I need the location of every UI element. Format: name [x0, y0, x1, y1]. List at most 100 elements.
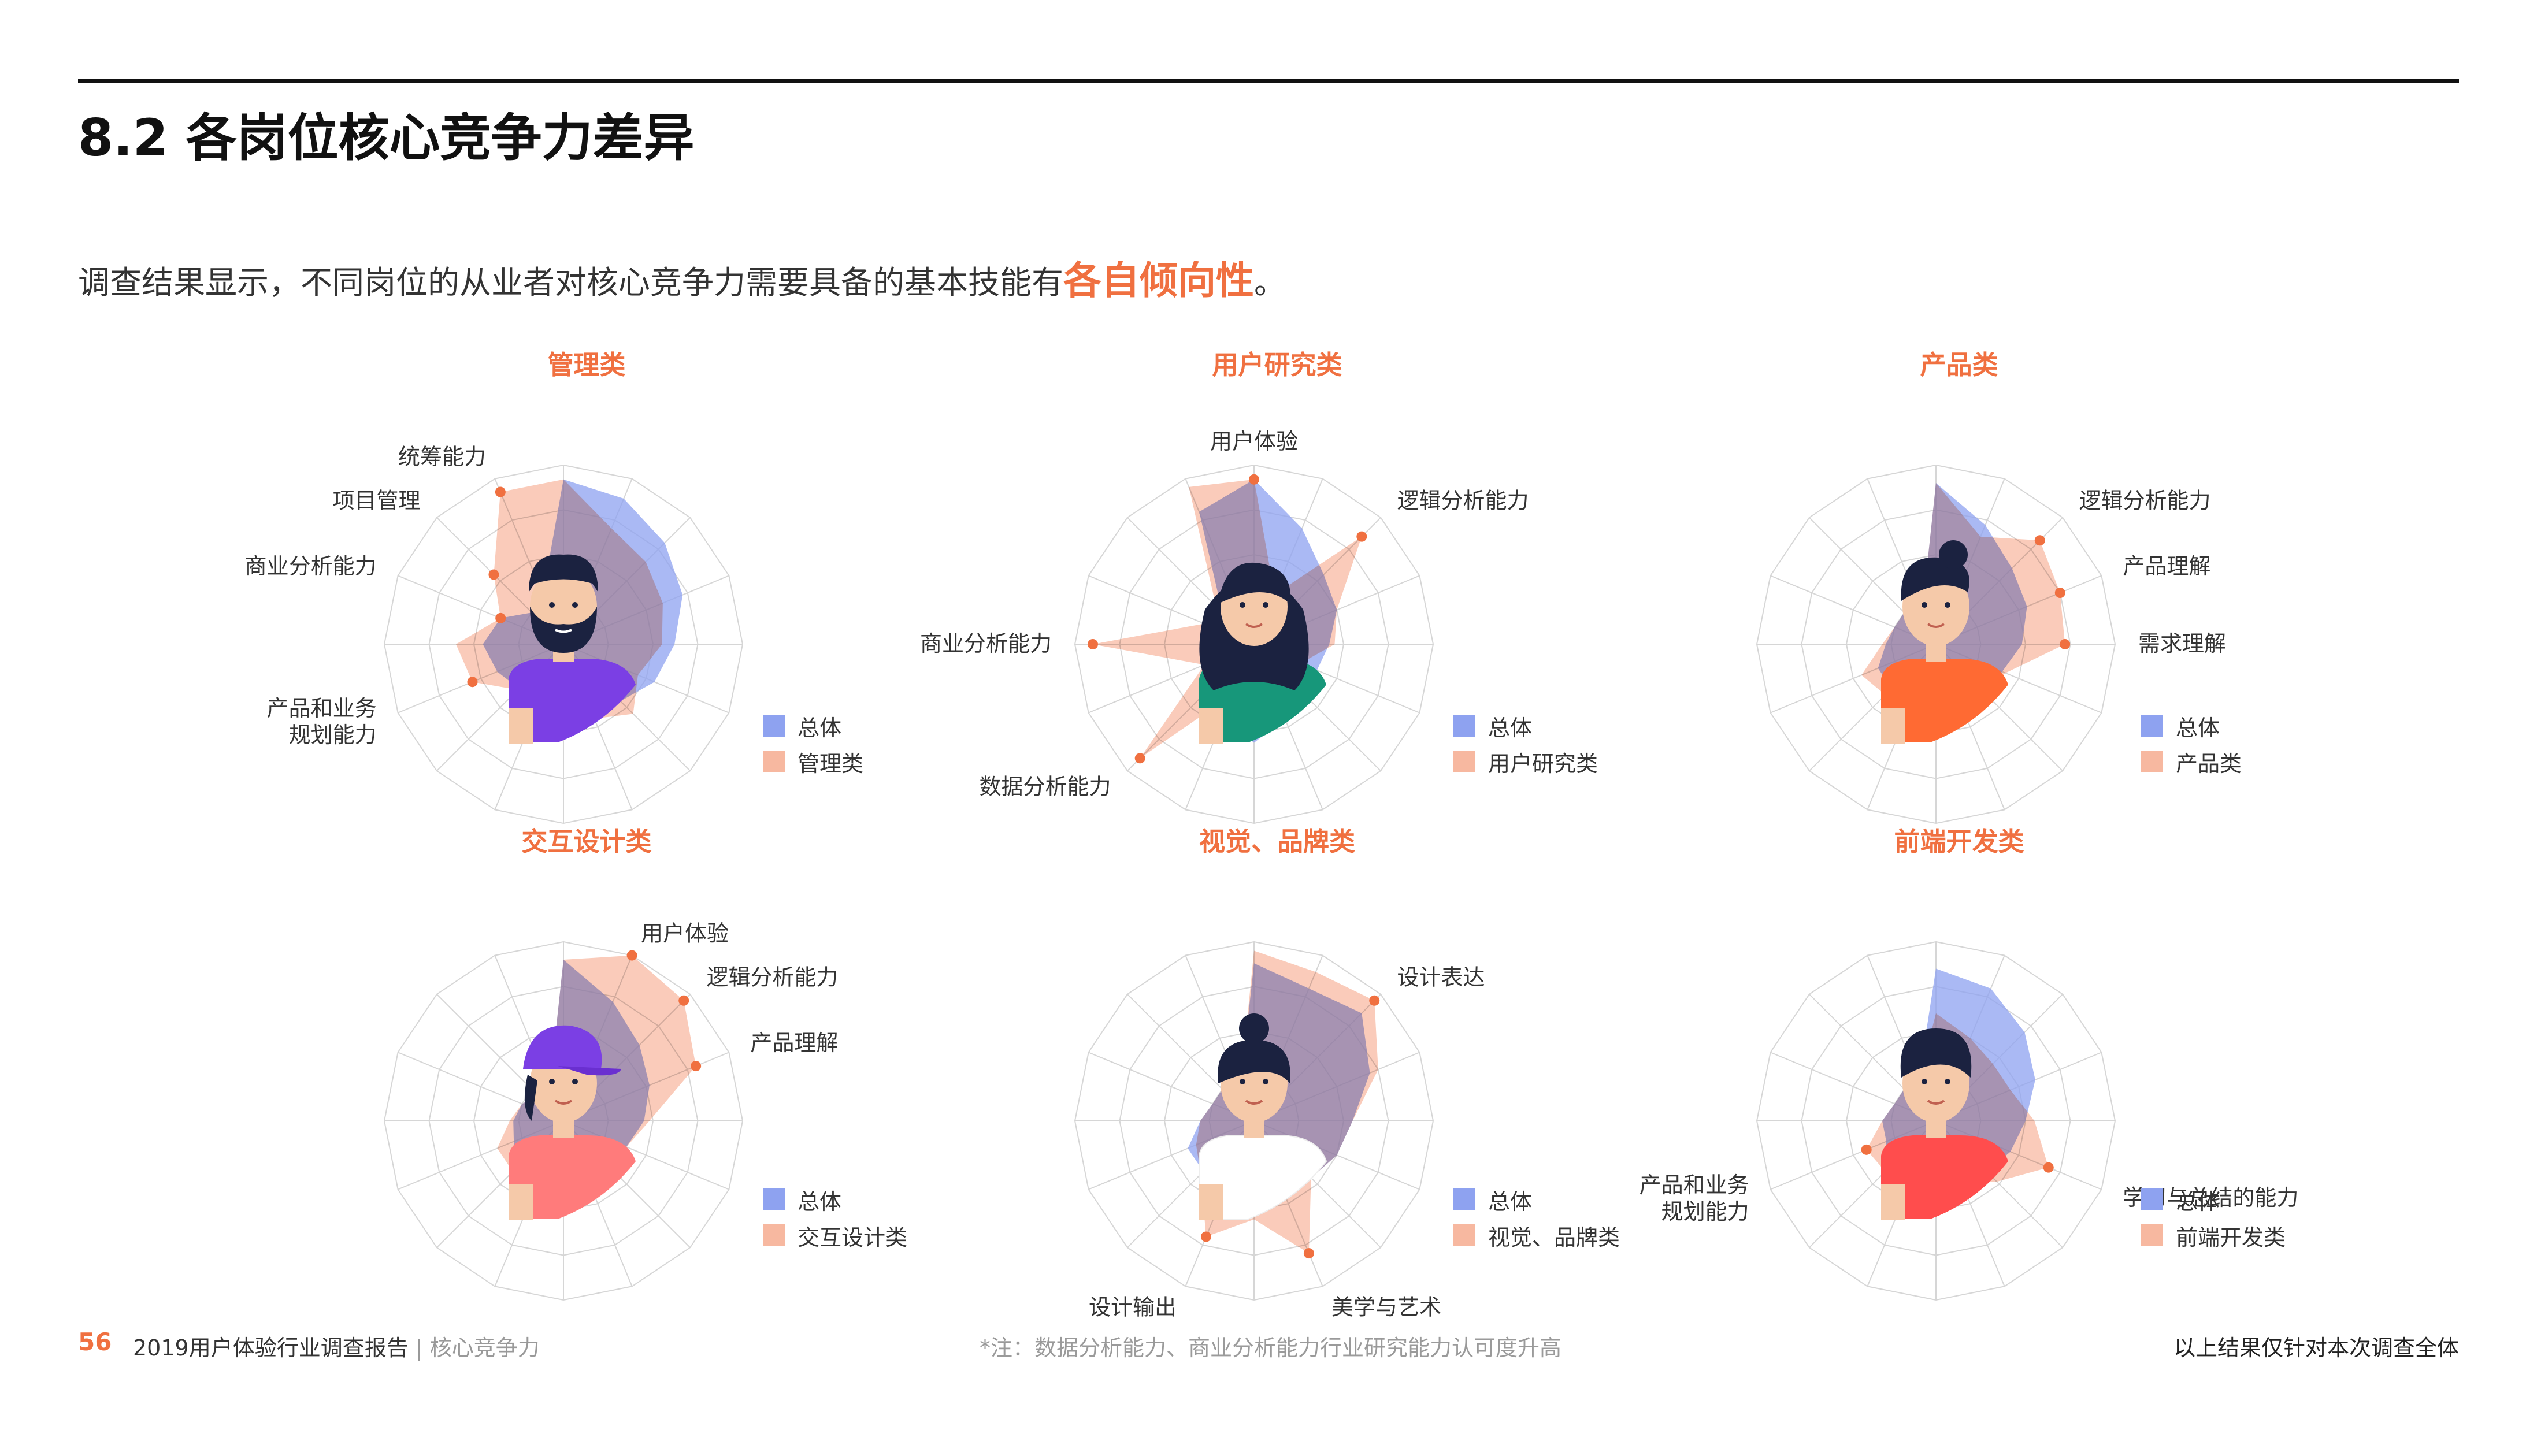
legend-item-role: 前端开发类: [2141, 1217, 2286, 1253]
legend-item-role: 产品类: [2141, 744, 2242, 779]
axis-label: 统筹能力: [398, 444, 486, 470]
axis-label-line: 商业分析能力: [245, 554, 377, 579]
legend-swatch: [1453, 751, 1475, 772]
axis-label-line: 美学与艺术: [1331, 1294, 1441, 1320]
legend-label: 总体: [2176, 715, 2220, 741]
axis-label-line: 产品和业务: [1640, 1172, 1749, 1198]
intro-end: 。: [1254, 264, 1286, 301]
avatar-eye: [1240, 602, 1245, 608]
legend-item-overall: 总体: [1453, 708, 1598, 744]
highlight-point: [467, 677, 478, 688]
axis-label-line: 用户体验: [1210, 429, 1298, 454]
legend-swatch: [1453, 715, 1475, 737]
avatar-mouth: [1927, 1100, 1945, 1105]
highlight-point: [2043, 1162, 2054, 1173]
avatar-eye: [549, 1079, 555, 1084]
legend-item-overall: 总体: [763, 1182, 907, 1217]
axis-label-line: 项目管理: [332, 488, 420, 514]
legend: 总体 管理类: [763, 708, 863, 779]
axis-label: 商业分析能力: [245, 554, 377, 579]
highlight-point: [1088, 639, 1098, 649]
radar-chart-user-research: 用户研究类 用户体验逻辑分析能力数据分析能力 商业分析能力 总体 用户研究类: [920, 344, 1621, 979]
avatar-mouth: [555, 629, 572, 633]
legend-item-role: 视觉、品牌类: [1453, 1217, 1620, 1253]
radar-chart-visual-brand: 视觉、品牌类 设计表达 美学与艺术 设计输出 总体 视觉、品牌类: [933, 820, 1621, 1456]
avatar-eye: [572, 602, 578, 608]
axis-label: 项目管理: [332, 488, 420, 514]
footer-right-note: 以上结果仅针对本次调查全体: [2173, 1335, 2459, 1361]
radar-svg: 产品和业务规划能力 商业分析能力 项目管理 统筹能力: [245, 444, 744, 824]
legend: 总体 前端开发类: [2141, 1182, 2286, 1253]
axis-label: 用户体验: [641, 921, 729, 946]
avatar-hair: [524, 1075, 537, 1121]
legend-label: 用户研究类: [1488, 751, 1598, 777]
page-number: 56: [78, 1328, 112, 1356]
highlight-point: [1249, 474, 1259, 485]
chart-title: 交互设计类: [521, 826, 652, 857]
axis-label-line: 设计表达: [1397, 965, 1485, 990]
intro-text: 调查结果显示，不同岗位的从业者对核心竞争力需要具备的基本技能有各自倾向性。: [78, 250, 1286, 305]
avatar-hand: [509, 1184, 533, 1220]
avatar-eye: [549, 602, 555, 608]
avatar-beard: [530, 607, 597, 653]
legend-item-role: 交互设计类: [763, 1217, 907, 1253]
legend-item-role: 用户研究类: [1453, 744, 1598, 779]
legend-label: 管理类: [798, 751, 864, 777]
highlight-point: [1134, 753, 1145, 764]
highlight-point: [1861, 1144, 1872, 1155]
legend-swatch: [2141, 715, 2163, 737]
axis-label-line: 逻辑分析能力: [2079, 488, 2210, 514]
curly-hair-woman-avatar-icon: [1199, 562, 1326, 744]
bearded-man-avatar-icon: [509, 554, 636, 744]
intro-main: 调查结果显示，不同岗位的从业者对核心竞争力需要具备的基本技能有: [78, 264, 1064, 301]
young-man-avatar-icon: [1881, 540, 2008, 744]
axis-label: 产品和业务规划能力: [267, 696, 377, 748]
avatar-eye: [1240, 1079, 1245, 1084]
report-title: 2019用户体验行业调查报告: [133, 1335, 409, 1361]
chart-title: 用户研究类: [1212, 350, 1342, 380]
avatar-eye: [1945, 1079, 1950, 1084]
axis-label: 逻辑分析能力: [2079, 488, 2210, 514]
legend-label: 总体: [798, 715, 842, 741]
radar-chart-management: 管理类 产品和业务规划能力 商业分析能力 项目管理 统筹能力 总体 管理类: [243, 344, 930, 979]
highlight-point: [1356, 531, 1367, 542]
avatar-hand: [509, 708, 533, 744]
avatar-mouth: [554, 1100, 573, 1105]
avatar-hand: [1881, 708, 1905, 744]
avatar-cap: [523, 1025, 602, 1069]
legend-swatch: [1453, 1224, 1475, 1246]
avatar-shirt: [509, 1135, 636, 1219]
axis-label: 设计表达: [1397, 965, 1485, 990]
axis-label-line: 产品理解: [750, 1030, 838, 1056]
avatar-hair-bun: [1239, 1013, 1269, 1043]
avatar-hair: [529, 554, 598, 592]
axis-label-line: 规划能力: [289, 722, 377, 748]
avatar-hand: [1199, 1184, 1223, 1220]
axis-label-line: 数据分析能力: [979, 774, 1111, 799]
radar-chart-interaction: 交互设计类 用户体验 逻辑分析能力 产品理解 总体 交互设计类: [243, 820, 930, 1456]
radar-plot: 产品和业务规划能力 商业分析能力 项目管理 统筹能力: [245, 444, 744, 824]
legend-swatch: [2141, 1188, 2163, 1210]
axis-label: 逻辑分析能力: [1397, 488, 1529, 514]
legend-item-overall: 总体: [1453, 1182, 1620, 1217]
legend-label: 总体: [1488, 715, 1533, 741]
section-name: 核心竞争力: [429, 1335, 540, 1361]
axis-label: 产品理解: [750, 1030, 838, 1056]
top-rule: [78, 79, 2459, 83]
axis-label: 数据分析能力: [979, 774, 1111, 799]
highlight-point: [1200, 1231, 1211, 1242]
axis-label-line: 需求理解: [2138, 631, 2226, 656]
legend: 总体 交互设计类: [763, 1182, 907, 1253]
axis-label: 产品理解: [2123, 554, 2210, 579]
axis-label-line: 商业分析能力: [920, 631, 1052, 656]
highlight-point: [691, 1061, 702, 1072]
legend-swatch: [763, 1224, 785, 1246]
legend: 总体 用户研究类: [1453, 708, 1598, 779]
highlight-point: [626, 950, 637, 961]
avatar-shirt: [1881, 1135, 2008, 1219]
